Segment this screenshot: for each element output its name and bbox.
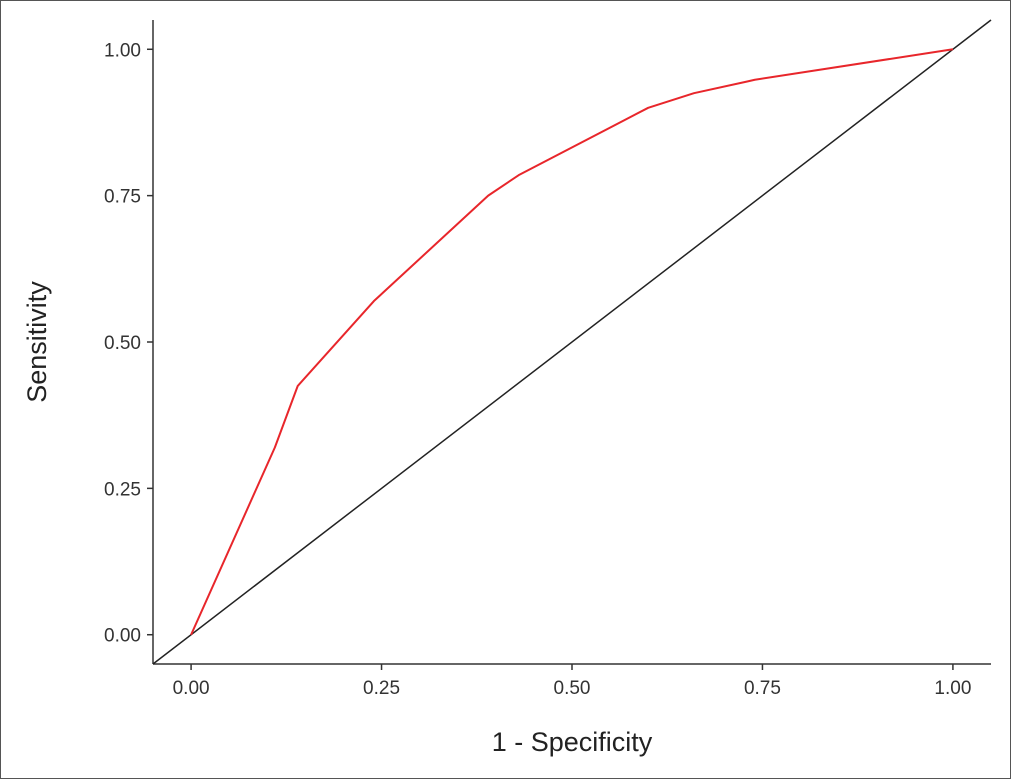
x-tick-label: 1.00 <box>934 678 971 699</box>
y-tick-label: 1.00 <box>104 40 141 61</box>
x-tick-label: 0.75 <box>744 678 781 699</box>
x-axis-title: 1 - Specificity <box>492 727 653 757</box>
roc-curve-line <box>190 48 954 636</box>
y-tick-label: 0.75 <box>104 187 141 208</box>
reference-diagonal-line <box>152 19 992 665</box>
ticks: 0.00 0.25 0.50 0.75 1.00 0.00 0.25 0.50 0.75 1.00 <box>104 40 971 699</box>
y-tick-label: 0.25 <box>104 479 141 500</box>
x-tick-label: 0.00 <box>173 678 210 699</box>
series-layer <box>152 19 992 665</box>
x-tick-label: 0.25 <box>363 678 400 699</box>
x-tick-label: 0.50 <box>554 678 591 699</box>
y-axis-title: Sensitivity <box>22 281 52 403</box>
y-tick-label: 0.50 <box>104 333 141 354</box>
y-tick-label: 0.00 <box>104 626 141 647</box>
